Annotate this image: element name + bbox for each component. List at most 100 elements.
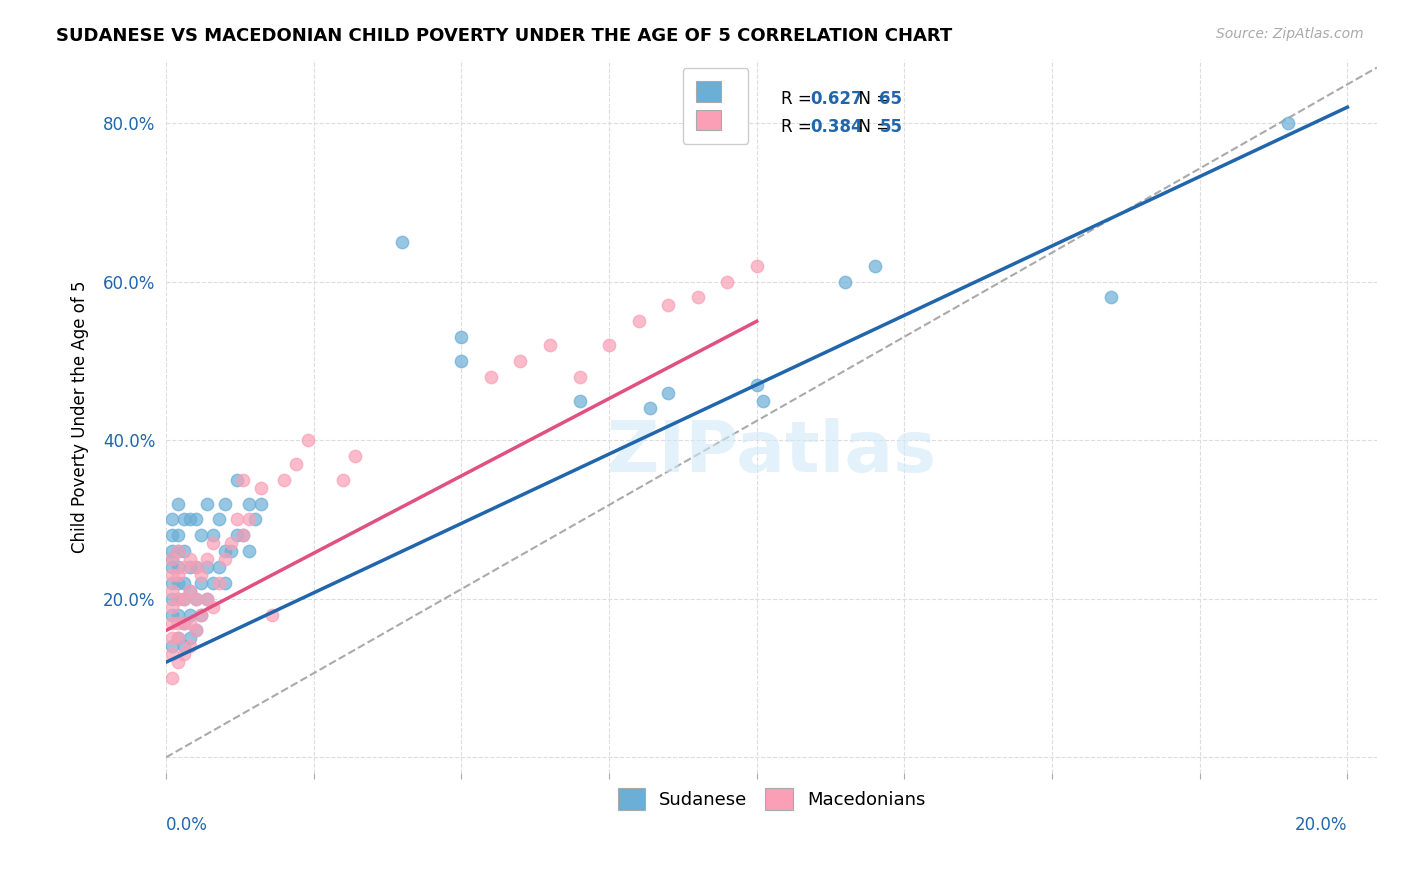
Point xyxy=(249,481,271,495)
Point xyxy=(167,615,190,630)
Point xyxy=(179,640,201,654)
Point xyxy=(190,528,212,542)
Point xyxy=(751,393,773,408)
Point xyxy=(184,591,207,606)
Point xyxy=(208,512,231,526)
Point xyxy=(226,512,249,526)
Y-axis label: Child Poverty Under the Age of 5: Child Poverty Under the Age of 5 xyxy=(72,280,89,553)
Text: N =: N = xyxy=(848,90,896,108)
Point xyxy=(208,575,231,590)
Point xyxy=(179,583,201,598)
Point xyxy=(184,560,207,574)
Point xyxy=(202,575,225,590)
Text: N =: N = xyxy=(848,119,896,136)
Point xyxy=(214,552,236,566)
Point xyxy=(160,512,183,526)
Point xyxy=(202,536,225,550)
Point xyxy=(202,528,225,542)
Point xyxy=(627,314,650,328)
Point xyxy=(160,615,183,630)
Point xyxy=(173,512,195,526)
Point xyxy=(214,497,236,511)
Text: 65: 65 xyxy=(879,90,903,108)
Point xyxy=(160,544,183,558)
Point xyxy=(160,632,183,646)
Point xyxy=(167,655,190,669)
Point xyxy=(167,632,190,646)
Point xyxy=(197,497,219,511)
Point xyxy=(179,615,201,630)
Point xyxy=(297,433,319,447)
Point xyxy=(160,552,183,566)
Point xyxy=(167,575,190,590)
Point xyxy=(598,338,620,352)
Point xyxy=(184,560,207,574)
Point xyxy=(197,591,219,606)
Point xyxy=(173,647,195,661)
Point xyxy=(173,591,195,606)
Point xyxy=(219,544,242,558)
Point xyxy=(197,560,219,574)
Point xyxy=(232,528,254,542)
Point xyxy=(160,583,183,598)
Point xyxy=(745,259,768,273)
Point xyxy=(160,640,183,654)
Point xyxy=(173,560,195,574)
Point xyxy=(173,640,195,654)
Point xyxy=(167,591,190,606)
Point xyxy=(184,512,207,526)
Point xyxy=(167,528,190,542)
Point xyxy=(686,290,709,304)
Point xyxy=(197,552,219,566)
Point xyxy=(160,671,183,685)
Point xyxy=(538,338,561,352)
Point xyxy=(167,497,190,511)
Point xyxy=(863,259,886,273)
Point xyxy=(640,401,662,416)
Point xyxy=(834,275,856,289)
Point xyxy=(232,473,254,487)
Point xyxy=(214,544,236,558)
Point xyxy=(190,575,212,590)
Point xyxy=(167,632,190,646)
Point xyxy=(249,497,271,511)
Text: 0.0%: 0.0% xyxy=(166,816,208,834)
Point xyxy=(745,377,768,392)
Point xyxy=(179,583,201,598)
Point xyxy=(160,560,183,574)
Point xyxy=(173,615,195,630)
Point xyxy=(716,275,738,289)
Point xyxy=(160,552,183,566)
Point xyxy=(160,647,183,661)
Point xyxy=(450,354,472,368)
Point xyxy=(167,607,190,622)
Point xyxy=(238,497,260,511)
Point xyxy=(160,591,183,606)
Point xyxy=(160,568,183,582)
Point xyxy=(167,568,190,582)
Point xyxy=(197,591,219,606)
Point xyxy=(226,528,249,542)
Point xyxy=(160,599,183,614)
Point xyxy=(167,560,190,574)
Point xyxy=(568,369,591,384)
Text: SUDANESE VS MACEDONIAN CHILD POVERTY UNDER THE AGE OF 5 CORRELATION CHART: SUDANESE VS MACEDONIAN CHILD POVERTY UND… xyxy=(56,27,952,45)
Point xyxy=(273,473,295,487)
Point xyxy=(179,552,201,566)
Point xyxy=(344,449,367,463)
Text: R =: R = xyxy=(782,119,817,136)
Point xyxy=(184,624,207,638)
Point xyxy=(179,607,201,622)
Point xyxy=(214,575,236,590)
Point xyxy=(173,544,195,558)
Point xyxy=(285,457,308,471)
Point xyxy=(391,235,413,249)
Point xyxy=(657,298,679,312)
Point xyxy=(179,632,201,646)
Point xyxy=(173,615,195,630)
Point xyxy=(160,575,183,590)
Point xyxy=(657,385,679,400)
Text: R =: R = xyxy=(782,90,817,108)
Point xyxy=(208,560,231,574)
Point xyxy=(184,624,207,638)
